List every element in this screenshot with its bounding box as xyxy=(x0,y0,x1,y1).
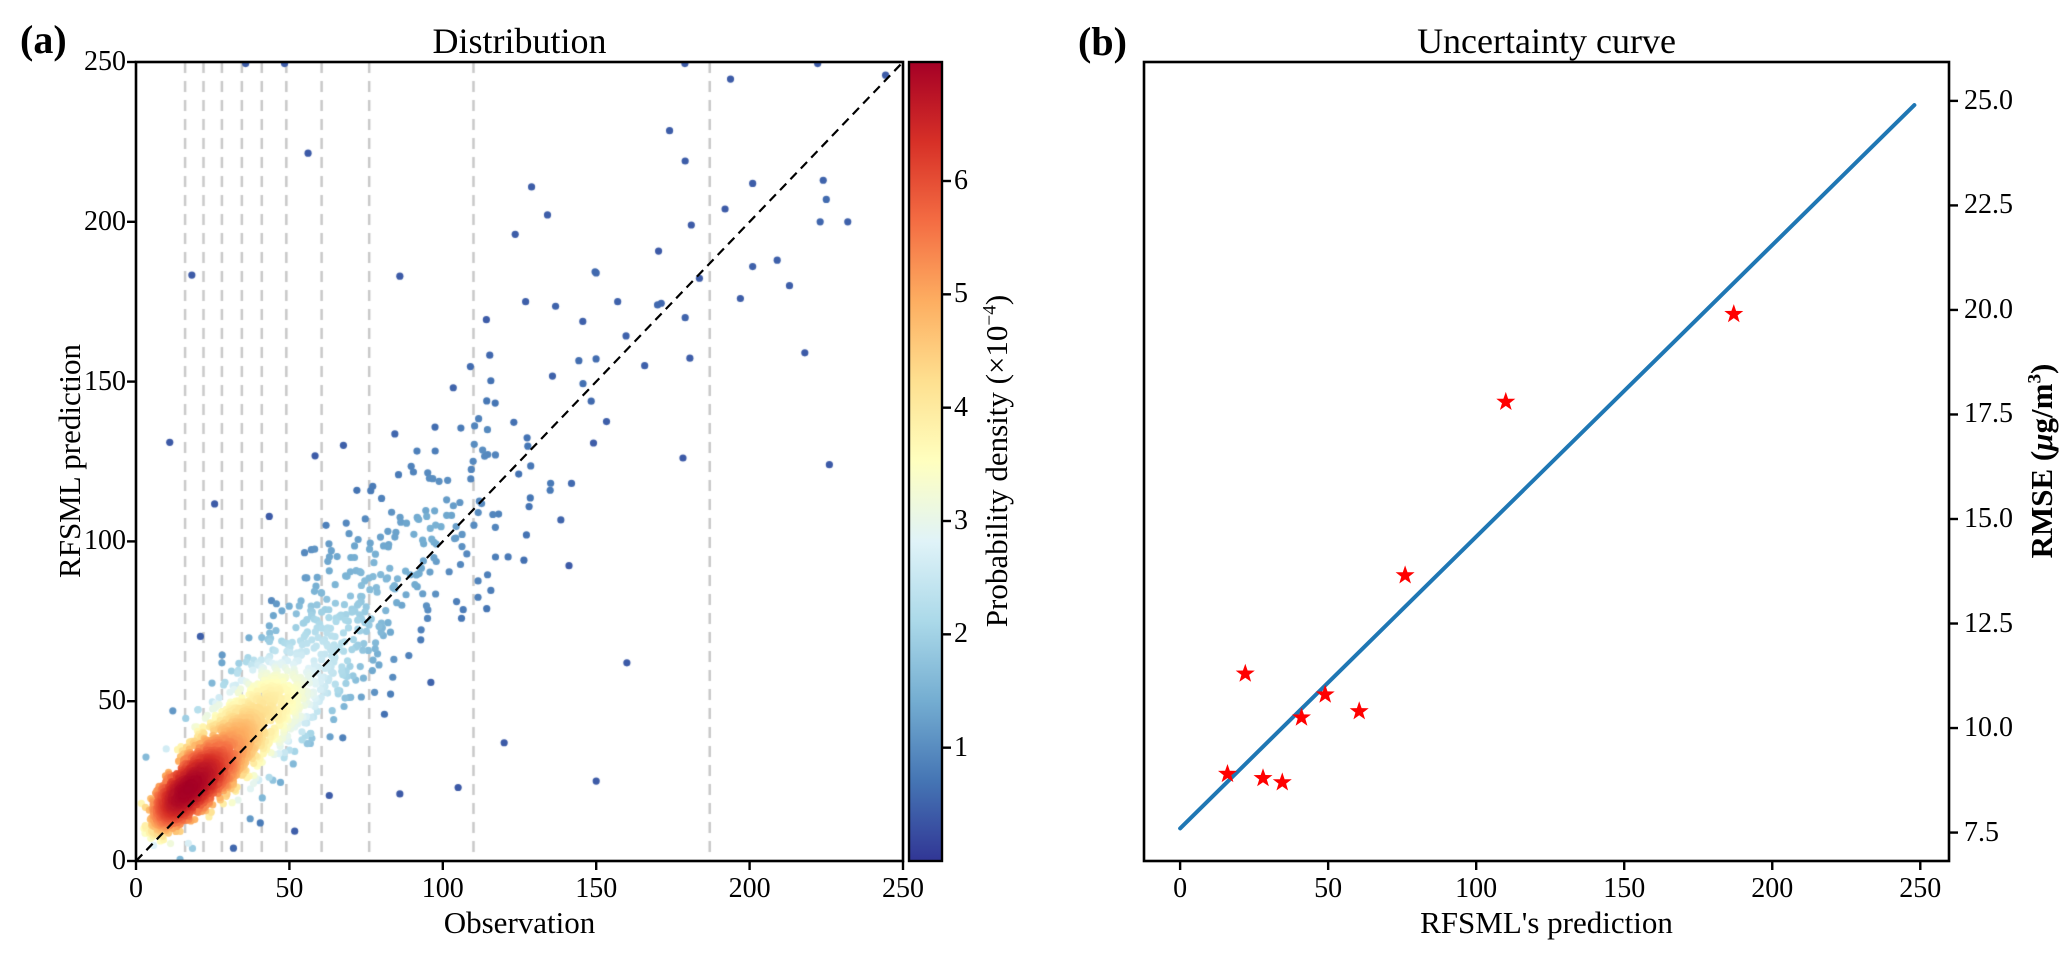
panel-a-xtick-label-1: 50 xyxy=(275,873,304,904)
rmse-star-marker-5 xyxy=(1315,684,1335,703)
panel-a-xtick-label-4: 200 xyxy=(728,873,771,904)
panel-a-xtick-label-0: 0 xyxy=(129,873,143,904)
panel-b-xtick-label-0: 0 xyxy=(1173,873,1188,904)
panel-b-xtick-label-2: 100 xyxy=(1455,873,1498,904)
panel-b-xtick-label-4: 200 xyxy=(1751,873,1794,904)
panel-a-xtick-label-2: 100 xyxy=(421,873,464,904)
panel-b-ytick-label-6: 22.5 xyxy=(1964,189,2013,221)
panel-a-axes xyxy=(127,60,905,870)
colorbar-tick-label-4: 5 xyxy=(954,278,968,310)
colorbar-tick-label-5: 6 xyxy=(954,165,968,196)
panel-b-xlabel: RFSML's prediction xyxy=(1420,905,1673,940)
colorbar-tick-label-2: 3 xyxy=(954,505,968,536)
panel-b-title: Uncertainty curve xyxy=(1417,21,1676,61)
panel-b-ytick-label-1: 10.0 xyxy=(1964,712,2013,744)
panel-a-ytick-label-3: 150 xyxy=(84,365,126,397)
panel-b-xtick-label-3: 150 xyxy=(1603,873,1646,904)
panel-b-ytick-label-2: 12.5 xyxy=(1964,607,2013,639)
colorbar-label: Probability density (×10−4) xyxy=(979,295,1015,627)
panel-b-ytick-label-5: 20.0 xyxy=(1964,293,2013,325)
panel-a-ytick-label-0: 0 xyxy=(112,845,126,876)
panel-a-ytick-label-1: 50 xyxy=(98,685,126,717)
uncertainty-fit-line xyxy=(1178,103,1917,831)
panel-a-xtick-label-3: 150 xyxy=(575,873,618,904)
panel-b-xtick-label-1: 50 xyxy=(1314,873,1343,904)
rmse-star-marker-1 xyxy=(1235,663,1255,682)
rmse-star-marker-3 xyxy=(1272,772,1292,791)
rmse-star-marker-4 xyxy=(1292,707,1311,726)
panel-a-ytick-label-5: 250 xyxy=(84,46,126,77)
panel-b-ytick-label-0: 7.5 xyxy=(1964,816,1999,848)
panel-b-ylabel-suffix: ) xyxy=(2024,363,2059,374)
panel-b-axes xyxy=(1142,60,1958,870)
panel-a-frame xyxy=(134,60,905,863)
colorbar-gradient xyxy=(909,62,942,861)
panel-b-ytick-label-3: 15.0 xyxy=(1964,502,2013,534)
rmse-star-marker-9 xyxy=(1724,304,1744,323)
panel-a-ytick-label-4: 200 xyxy=(84,205,126,237)
panel-b-ytick-label-7: 25.0 xyxy=(1964,84,2013,116)
panel-a-title: Distribution xyxy=(432,21,607,61)
panel-a-xlabel: Observation xyxy=(443,905,596,940)
panel-a-letter: (a) xyxy=(20,17,67,62)
rmse-star-marker-0 xyxy=(1218,764,1237,783)
rmse-star-marker-8 xyxy=(1496,391,1516,410)
panel-b-letter: (b) xyxy=(1078,19,1127,64)
colorbar-label-prefix: Probability density (×10 xyxy=(979,325,1014,628)
colorbar-tick-label-3: 4 xyxy=(954,391,968,423)
colorbar-tick-label-1: 2 xyxy=(954,618,968,650)
panel-b-ylabel-mu: μ xyxy=(2024,433,2059,451)
panel-b-ylabel-exponent: 3 xyxy=(2024,373,2046,384)
rmse-star-marker-2 xyxy=(1253,768,1273,787)
colorbar-frame xyxy=(907,60,944,863)
panel-a-xtick-label-5: 250 xyxy=(882,873,924,904)
rmse-star-marker-6 xyxy=(1349,701,1369,720)
panel-b-frame xyxy=(1142,60,1951,863)
panel-a-ytick-label-2: 100 xyxy=(84,525,126,557)
panel-b-xtick-label-5: 250 xyxy=(1899,873,1942,904)
rmse-star-marker-7 xyxy=(1395,565,1415,584)
identity-line xyxy=(135,61,904,862)
colorbar-tick-label-0: 1 xyxy=(954,731,968,763)
colorbar xyxy=(907,60,951,863)
panel-b-ytick-label-4: 17.5 xyxy=(1964,398,2013,430)
